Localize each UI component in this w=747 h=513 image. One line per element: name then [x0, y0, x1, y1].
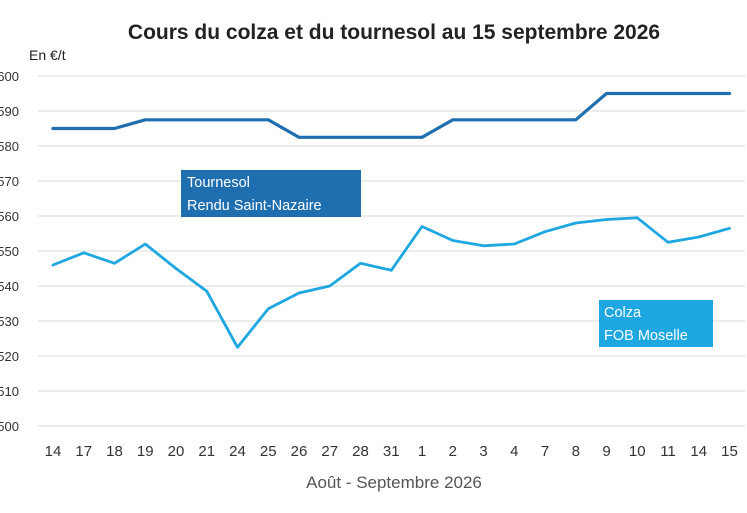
y-tick-label: 530	[0, 314, 19, 329]
y-axis-ticks: 500 510 520 530 540 550 560 570 580 590 600	[0, 69, 19, 434]
x-tick-label: 21	[198, 443, 215, 460]
y-tick-label: 570	[0, 174, 19, 189]
y-unit-label: En €/t	[29, 47, 66, 63]
y-tick-label: 580	[0, 139, 19, 154]
x-tick-label: 18	[106, 443, 123, 460]
x-tick-label: 28	[352, 443, 369, 460]
tournesol-label-line2: Rendu Saint-Nazaire	[187, 198, 322, 214]
y-tick-label: 590	[0, 104, 19, 119]
x-tick-label: 25	[260, 443, 277, 460]
x-tick-label: 17	[75, 443, 92, 460]
x-tick-label: 1	[418, 443, 426, 460]
x-tick-label: 3	[479, 443, 487, 460]
x-tick-label: 20	[168, 443, 185, 460]
x-axis-ticks: 14 17 18 19 20 21 24 25 26 27 28 31 1 2 3 4 7 8 9 10 11 14 15	[45, 443, 738, 460]
y-tick-label: 550	[0, 244, 19, 259]
x-tick-label: 27	[321, 443, 338, 460]
x-tick-label: 10	[629, 443, 646, 460]
x-tick-label: 9	[602, 443, 610, 460]
gridlines	[38, 75, 745, 427]
x-tick-label: 14	[45, 443, 62, 460]
y-tick-label: 520	[0, 349, 19, 364]
chart-title: Cours du colza et du tournesol au 15 sep…	[128, 21, 660, 44]
x-tick-label: 4	[510, 443, 518, 460]
colza-line	[51, 216, 731, 349]
x-axis-label: Août - Septembre 2026	[306, 473, 482, 492]
x-tick-label: 15	[721, 443, 738, 460]
colza-label-line2: FOB Moselle	[604, 328, 688, 344]
x-tick-label: 2	[449, 443, 457, 460]
x-tick-label: 19	[137, 443, 154, 460]
tournesol-line	[51, 91, 732, 139]
x-tick-label: 31	[383, 443, 400, 460]
y-tick-label: 600	[0, 69, 19, 84]
tournesol-label-line1: Tournesol	[187, 175, 250, 191]
x-tick-label: 26	[291, 443, 308, 460]
series-lines	[51, 91, 732, 349]
y-tick-label: 540	[0, 279, 19, 294]
colza-label-box	[599, 300, 713, 347]
x-tick-label: 8	[572, 443, 580, 460]
tournesol-label-box	[181, 170, 361, 217]
y-tick-label: 560	[0, 209, 19, 224]
colza-label-line1: Colza	[604, 305, 642, 321]
series-labels: Tournesol Rendu Saint-Nazaire Colza FOB …	[181, 170, 713, 347]
x-tick-label: 11	[660, 443, 676, 460]
y-tick-label: 510	[0, 384, 19, 399]
x-tick-label: 14	[690, 443, 707, 460]
y-tick-label: 500	[0, 419, 19, 434]
x-tick-label: 7	[541, 443, 549, 460]
x-tick-label: 24	[229, 443, 246, 460]
